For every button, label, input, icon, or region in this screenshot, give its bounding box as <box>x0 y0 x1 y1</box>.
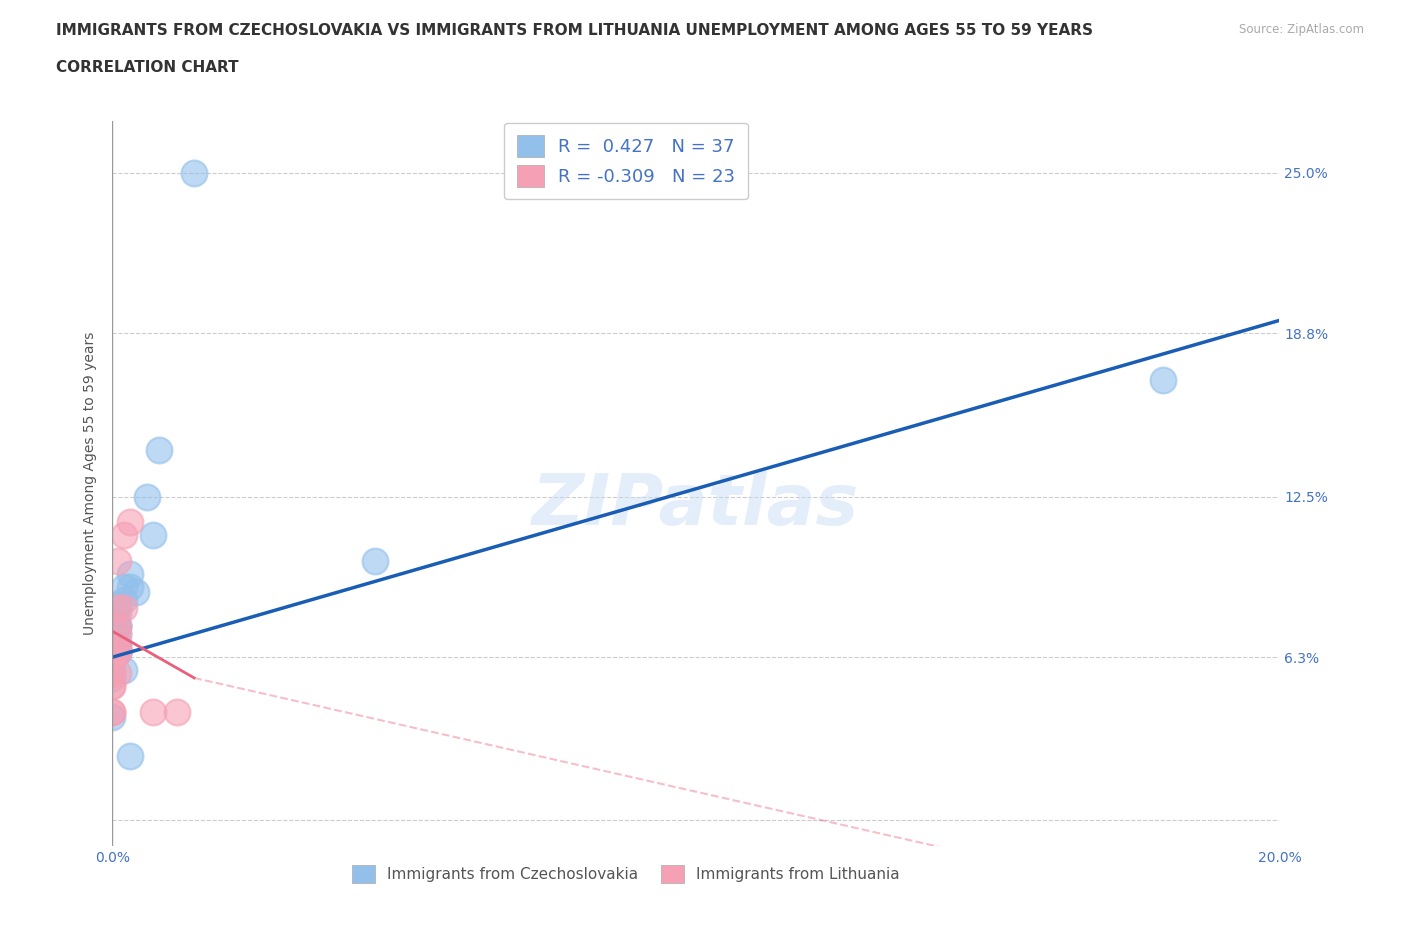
Point <box>112 579 135 594</box>
Point <box>107 644 129 659</box>
Point <box>101 650 124 665</box>
Point <box>107 642 129 657</box>
Point <box>166 704 188 719</box>
Y-axis label: Unemployment Among Ages 55 to 59 years: Unemployment Among Ages 55 to 59 years <box>83 332 97 635</box>
Point <box>101 671 124 685</box>
Point <box>107 644 129 659</box>
Point <box>1152 373 1174 388</box>
Point <box>107 640 129 655</box>
Point <box>107 644 129 659</box>
Point <box>112 663 135 678</box>
Point <box>118 515 141 530</box>
Point <box>101 650 124 665</box>
Point <box>107 627 129 642</box>
Point <box>364 554 387 569</box>
Point <box>101 650 124 665</box>
Point <box>101 704 124 719</box>
Legend: Immigrants from Czechoslovakia, Immigrants from Lithuania: Immigrants from Czechoslovakia, Immigran… <box>346 858 905 889</box>
Point <box>183 166 205 180</box>
Point <box>101 650 124 665</box>
Point <box>136 489 159 504</box>
Point <box>101 650 124 665</box>
Point <box>107 665 129 680</box>
Point <box>107 644 129 659</box>
Point <box>101 704 124 719</box>
Point <box>107 637 129 652</box>
Point <box>101 663 124 678</box>
Point <box>101 678 124 693</box>
Point <box>107 598 129 613</box>
Text: Source: ZipAtlas.com: Source: ZipAtlas.com <box>1239 23 1364 36</box>
Point <box>112 528 135 543</box>
Point <box>107 644 129 659</box>
Point <box>107 618 129 633</box>
Point <box>118 567 141 582</box>
Point <box>101 665 124 680</box>
Point <box>101 650 124 665</box>
Point <box>107 601 129 616</box>
Point <box>101 650 124 665</box>
Point <box>112 601 135 616</box>
Point <box>101 650 124 665</box>
Text: ZIPatlas: ZIPatlas <box>533 471 859 539</box>
Point <box>125 585 148 600</box>
Point <box>107 618 129 633</box>
Point <box>107 605 129 620</box>
Point <box>101 710 124 724</box>
Point <box>101 650 124 665</box>
Point <box>107 627 129 642</box>
Point <box>142 528 165 543</box>
Point <box>101 678 124 693</box>
Point <box>112 592 135 607</box>
Point <box>101 650 124 665</box>
Point <box>148 443 170 458</box>
Point <box>101 665 124 680</box>
Point <box>101 644 124 659</box>
Point <box>101 650 124 665</box>
Text: CORRELATION CHART: CORRELATION CHART <box>56 60 239 75</box>
Point <box>118 579 141 594</box>
Point <box>107 618 129 633</box>
Point <box>118 748 141 763</box>
Point <box>101 650 124 665</box>
Point <box>107 644 129 659</box>
Point <box>101 650 124 665</box>
Point <box>107 554 129 569</box>
Point <box>142 704 165 719</box>
Text: IMMIGRANTS FROM CZECHOSLOVAKIA VS IMMIGRANTS FROM LITHUANIA UNEMPLOYMENT AMONG A: IMMIGRANTS FROM CZECHOSLOVAKIA VS IMMIGR… <box>56 23 1094 38</box>
